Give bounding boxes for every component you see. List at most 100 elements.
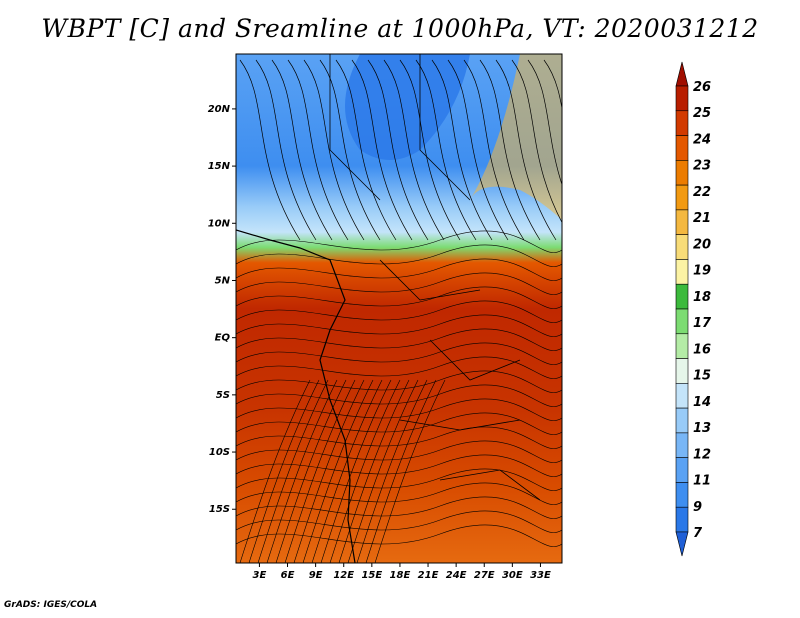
y-axis: 20N 15N 10N 5N EQ 5S 10S 15S: [208, 104, 236, 515]
streamline: [356, 379, 428, 563]
footer-credit: GrADS: IGES/COLA: [4, 600, 98, 610]
colorbar-label: 14: [693, 395, 711, 410]
colorbar-swatch: [675, 457, 689, 483]
streamline: [293, 379, 365, 563]
colorbar-label: 20: [693, 237, 711, 252]
country-border: [329, 54, 541, 501]
colorbar-swatch: [675, 432, 689, 458]
streamline: [236, 328, 562, 351]
streamline: [365, 379, 437, 563]
y-tick-label: 10N: [208, 218, 231, 229]
colorbar-swatch: [675, 160, 689, 186]
colorbar-swatch: [675, 259, 689, 285]
streamline: [495, 59, 557, 241]
streamline: [543, 59, 562, 110]
coastline: [236, 229, 356, 563]
colorbar-min-arrow: [675, 531, 689, 557]
colorbar-label: 11: [693, 474, 711, 489]
colorbar-label: 23: [693, 159, 711, 174]
streamline: [236, 398, 562, 421]
y-tick-label: 5S: [216, 390, 230, 401]
streamline: [236, 496, 562, 519]
streamline: [374, 379, 446, 563]
streamline: [284, 379, 356, 563]
streamline: [236, 370, 562, 393]
streamline: [479, 59, 541, 241]
streamline: [236, 356, 562, 379]
country-borders: [236, 54, 541, 563]
streamline: [236, 482, 562, 505]
streamline: [236, 258, 562, 281]
colorbar-label: 19: [693, 264, 711, 279]
streamline: [239, 59, 301, 241]
y-tick-label: EQ: [215, 333, 231, 344]
streamline: [347, 379, 419, 563]
x-tick-label: 15E: [361, 570, 382, 581]
streamline: [236, 342, 562, 365]
streamline: [248, 379, 320, 563]
streamline: [447, 59, 509, 241]
streamline: [257, 379, 329, 563]
streamline: [275, 379, 347, 563]
chart-title: WBPT [C] and Sreamline at 1000hPa, VT: 2…: [41, 14, 759, 43]
streamline: [236, 272, 562, 295]
y-tick-label: 15N: [208, 161, 231, 172]
x-tick-label: 27E: [474, 570, 495, 581]
colorbar-label: 21: [693, 211, 711, 226]
streamline: [236, 524, 562, 547]
colorbar-swatch: [675, 184, 689, 211]
streamline: [255, 59, 317, 241]
x-tick-label: 30E: [502, 570, 523, 581]
y-tick-label: 5N: [215, 275, 231, 286]
x-tick-label: 3E: [253, 570, 267, 581]
colorbar-label: 24: [693, 132, 711, 147]
colorbar-swatch: [675, 283, 689, 310]
streamline: [415, 59, 477, 241]
colorbar-label: 25: [693, 106, 711, 121]
streamline: [303, 59, 365, 241]
streamline: [527, 59, 562, 186]
colorbar-swatch: [675, 383, 689, 409]
colorbar-swatch: [675, 135, 689, 161]
streamline: [311, 379, 383, 563]
colorbar-swatch: [675, 85, 689, 112]
y-tick-label: 15S: [209, 504, 230, 515]
x-tick-label: 12E: [333, 570, 354, 581]
streamline: [287, 59, 349, 241]
x-tick-label: 9E: [309, 570, 323, 581]
streamline: [463, 59, 525, 241]
colorbar-swatch: [675, 506, 689, 533]
colorbar-swatch: [675, 234, 689, 260]
colorbar-label: 26: [693, 80, 711, 95]
colorbar-label: 12: [693, 447, 711, 462]
streamline: [236, 230, 562, 253]
streamline: [320, 379, 392, 563]
colorbar-label: 15: [693, 369, 711, 384]
streamline: [236, 454, 562, 477]
colorbar-swatch: [675, 110, 689, 136]
map-panel: [236, 54, 562, 563]
colorbar-swatch: [675, 308, 689, 335]
colorbar-label: 9: [693, 500, 702, 515]
streamline: [236, 384, 562, 407]
warm-ne-region: [470, 54, 562, 220]
streamline: [236, 286, 562, 309]
colorbar-swatch: [675, 209, 689, 235]
streamline: [266, 379, 338, 563]
streamline: [351, 59, 413, 241]
x-tick-label: 18E: [390, 570, 411, 581]
x-tick-label: 24E: [446, 570, 467, 581]
colorbar-label: 7: [693, 526, 703, 541]
y-tick-label: 10S: [209, 447, 230, 458]
streamline: [236, 468, 562, 491]
x-tick-label: 6E: [281, 570, 295, 581]
streamline: [511, 59, 562, 224]
streamline: [329, 379, 401, 563]
colorbar-swatch: [675, 482, 689, 508]
colorbar-label: 13: [693, 421, 711, 436]
streamline: [335, 59, 397, 241]
streamline: [302, 379, 374, 563]
streamline: [236, 244, 562, 267]
colorbar-label: 17: [693, 316, 712, 331]
